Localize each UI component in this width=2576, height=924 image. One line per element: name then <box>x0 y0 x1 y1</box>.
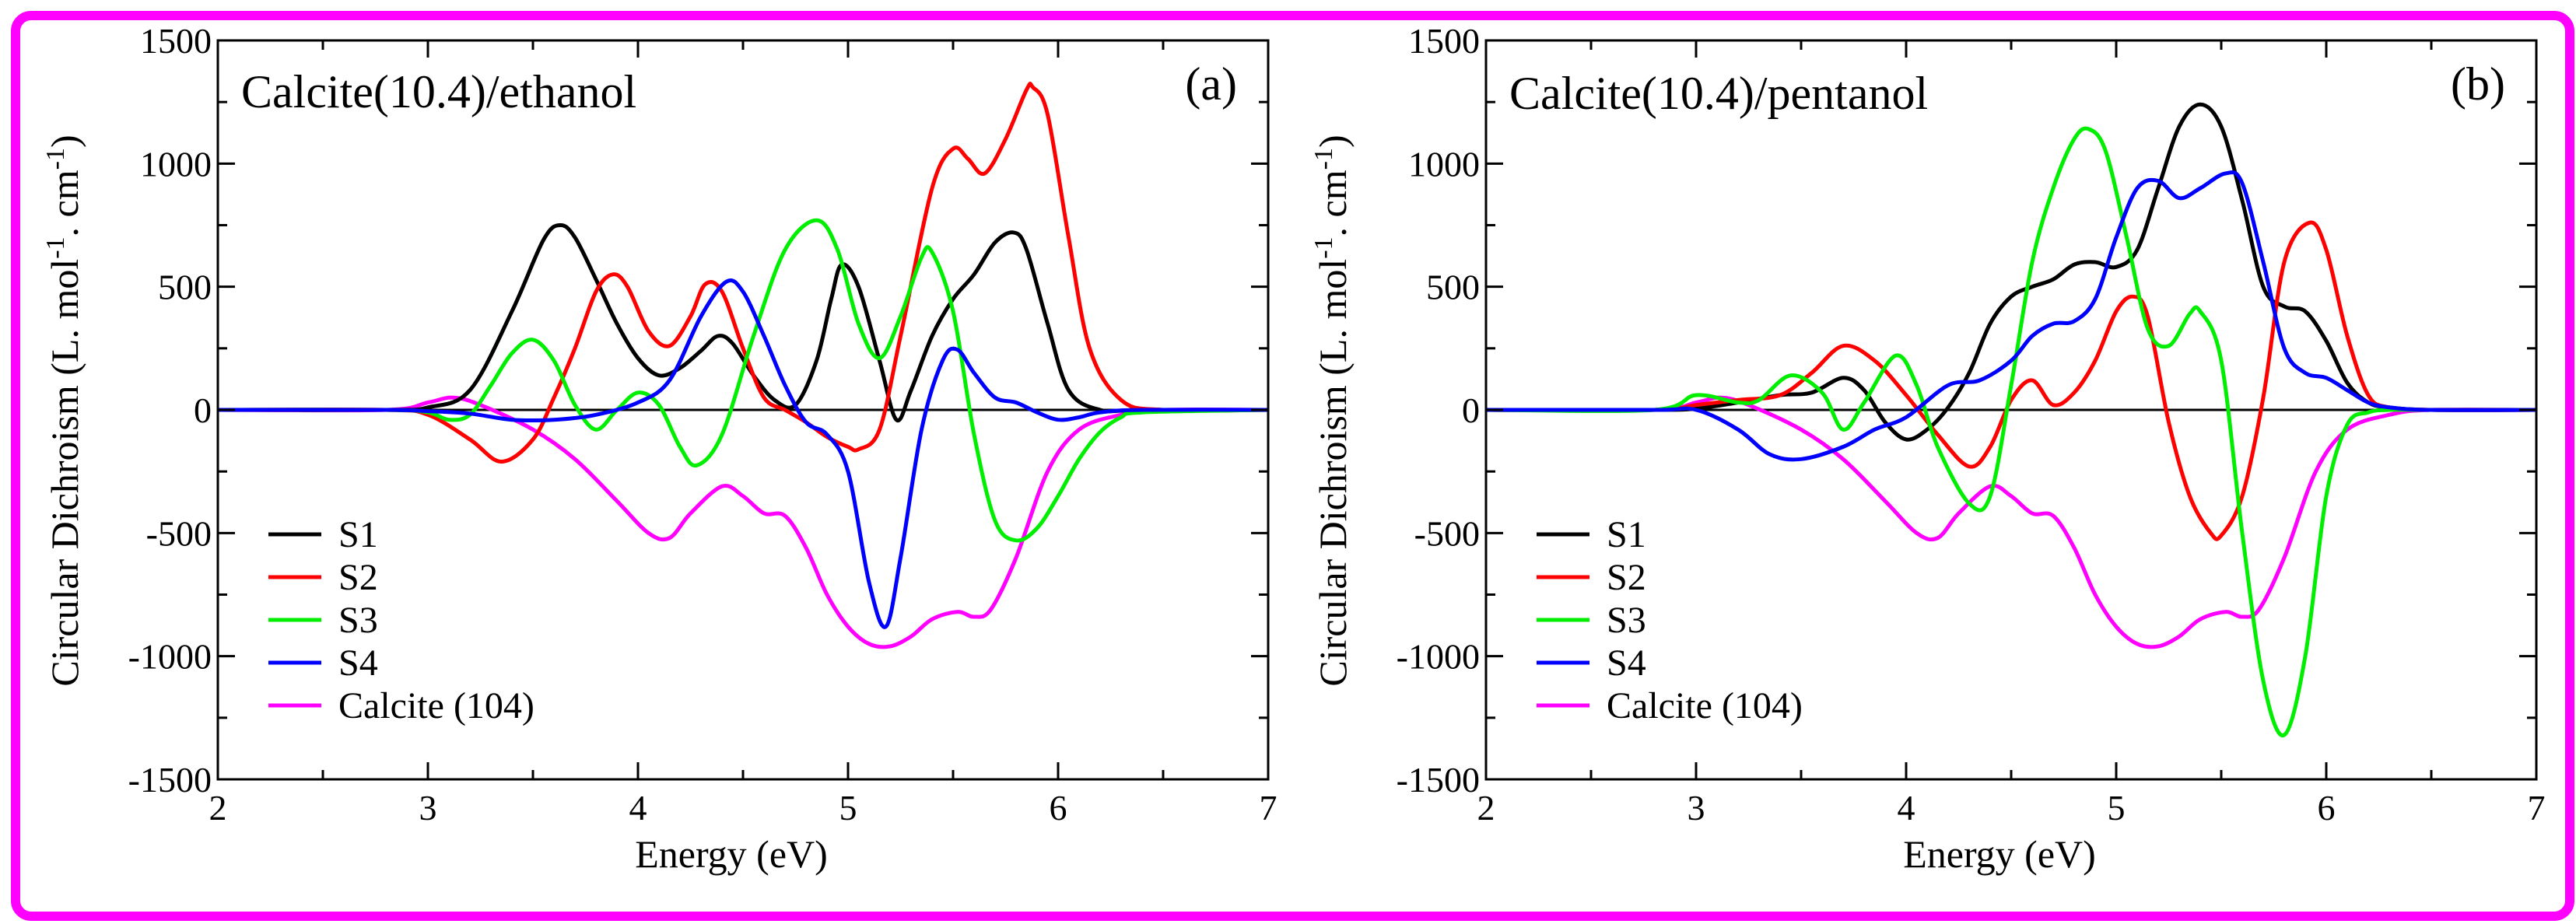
panel-a-series-calcite-104 <box>217 395 1269 649</box>
panel-b-legend-label-s1: S1 <box>1607 514 1646 555</box>
panel-a-series-s3 <box>217 218 1269 543</box>
panel-a-x-axis-label: Energy (eV) <box>635 832 828 876</box>
panel-a-x-tick-label: 7 <box>1260 788 1277 828</box>
panel-a-x-tick-label: 6 <box>1050 788 1067 828</box>
panel-b-series-s2 <box>1485 220 2537 541</box>
panel-b-pentanol: Calcite(10.4)/pentanol (b) Energy (eV) C… <box>1309 21 2546 876</box>
panel-b-x-axis-label: Energy (eV) <box>1903 832 2096 876</box>
panel-a-y-tick-label: -1500 <box>128 760 212 800</box>
panel-b-x-tick-label: 6 <box>2318 788 2336 828</box>
panel-a-x-tick-label: 2 <box>209 788 227 828</box>
panel-b-x-tick-label: 5 <box>2108 788 2126 828</box>
panel-a-title: Calcite(10.4)/ethanol <box>241 66 636 117</box>
figure-border <box>11 11 2574 921</box>
panel-b-y-tick-label: 1000 <box>1408 144 1480 184</box>
panel-a-legend-label-s1: S1 <box>338 514 378 555</box>
panel-b-label: (b) <box>2451 58 2505 110</box>
panel-b-x-tick-label: 4 <box>1898 788 1915 828</box>
panel-a-y-tick-label: -1000 <box>128 637 212 677</box>
panel-b-y-tick-label: -1000 <box>1397 637 1480 677</box>
panel-b-y-tick-label: 1500 <box>1408 21 1480 61</box>
panel-a-x-tick-label: 5 <box>839 788 857 828</box>
panel-a-legend-label-calcite-104: Calcite (104) <box>338 685 534 726</box>
panel-b-legend-label-s3: S3 <box>1607 600 1646 641</box>
panel-b-y-axis-label: Circular Dichroism (L. mol-1. cm-1) <box>1309 135 1355 686</box>
panel-b-legend-label-calcite-104: Calcite (104) <box>1607 685 1803 726</box>
panel-b-title: Calcite(10.4)/pentanol <box>1509 68 1928 119</box>
panel-b-y-tick-label: -1500 <box>1397 760 1480 800</box>
panel-b-series-s3 <box>1485 126 2536 738</box>
panel-a-legend-label-s2: S2 <box>338 557 378 598</box>
panel-a-y-axis-label: Circular Dichroism (L. mol-1. cm-1) <box>41 135 87 686</box>
panel-b-y-tick-label: 0 <box>1462 390 1480 430</box>
panel-a-series-s2 <box>217 82 1269 464</box>
panel-a-y-tick-label: 1000 <box>140 144 212 184</box>
panel-a-x-tick-label: 3 <box>419 788 437 828</box>
panel-b-series-s4 <box>1486 170 2537 462</box>
panel-a-legend-label-s4: S4 <box>338 642 378 684</box>
panel-a-x-tick-label: 4 <box>629 788 647 828</box>
panel-a-legend-label-s3: S3 <box>338 600 378 641</box>
panel-b-x-tick-label: 2 <box>1477 788 1495 828</box>
panel-a-y-tick-label: -500 <box>146 513 212 553</box>
panel-b-y-tick-label: 500 <box>1426 268 1480 307</box>
panel-b-legend-label-s4: S4 <box>1607 642 1646 684</box>
panel-a-series-s4 <box>217 278 1269 629</box>
panel-b-series-calcite-104 <box>1485 395 2537 649</box>
panel-a-ethanol: Calcite(10.4)/ethanol (a) Energy (eV) Ci… <box>41 21 1277 876</box>
panel-a-y-tick-label: 500 <box>158 268 212 307</box>
panel-b-series-s1 <box>1485 102 2537 442</box>
panel-a-y-tick-label: 0 <box>194 390 212 430</box>
panel-a-y-tick-label: 1500 <box>140 21 212 61</box>
panel-b-x-tick-label: 7 <box>2528 788 2546 828</box>
panel-b-y-tick-label: -500 <box>1414 513 1480 553</box>
panel-a-label: (a) <box>1185 58 1237 110</box>
panel-b-x-tick-label: 3 <box>1688 788 1705 828</box>
panel-b-legend-label-s2: S2 <box>1607 557 1646 598</box>
